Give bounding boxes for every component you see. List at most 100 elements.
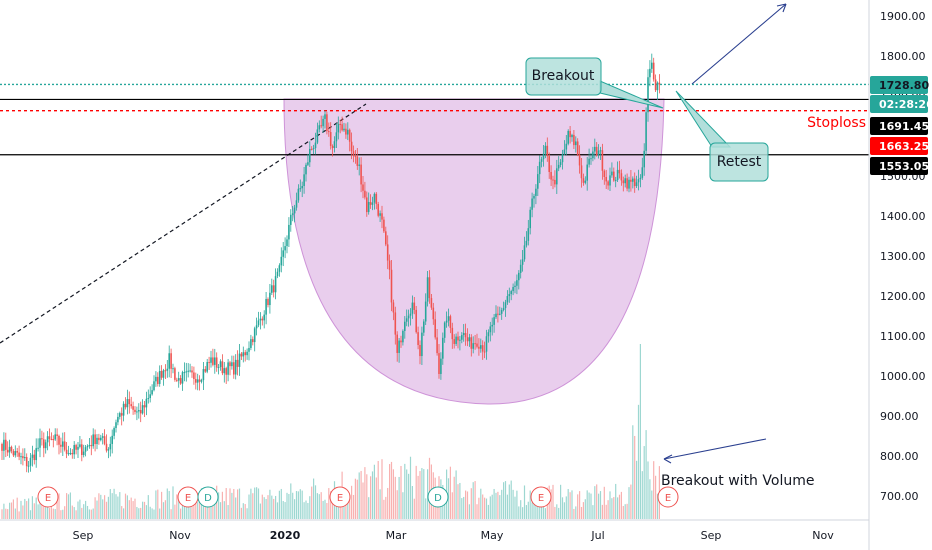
candle-body	[514, 285, 516, 287]
volume-bar	[385, 496, 387, 519]
candle-body	[337, 123, 340, 133]
breakout-callout-text: Breakout	[532, 68, 595, 84]
candle-body	[37, 447, 39, 449]
event-marker-earnings[interactable]: E	[657, 486, 679, 508]
candle-body	[356, 156, 359, 166]
volume-bar	[484, 497, 486, 519]
breakout-callout-box	[525, 57, 602, 96]
candle-body	[561, 154, 564, 163]
candle-body	[329, 132, 332, 146]
candle-body	[320, 125, 322, 127]
volume-bar	[132, 501, 134, 519]
candle-body	[162, 370, 165, 378]
volume-bar	[48, 508, 51, 519]
volume-bar	[579, 491, 581, 519]
volume-bar	[428, 457, 431, 519]
volume-bar	[75, 510, 77, 519]
candle-body	[529, 209, 531, 229]
volume-bar	[115, 494, 117, 519]
candle-body	[149, 394, 151, 399]
candle-body	[214, 357, 216, 365]
volume-bar	[28, 498, 30, 519]
volume-bar	[472, 482, 474, 519]
candle-body	[459, 339, 461, 341]
candle-body	[464, 333, 467, 338]
candle-body	[453, 339, 455, 344]
volume-bar	[582, 502, 584, 519]
volume-bar	[565, 496, 567, 519]
volume-bar	[573, 508, 575, 519]
volume-bar	[98, 493, 100, 519]
candle-body	[362, 184, 364, 191]
candle-body	[115, 422, 117, 429]
candle-body	[618, 169, 621, 174]
volume-bar	[244, 504, 246, 519]
candle-body	[500, 310, 503, 314]
price-tick-label: 1400.00	[880, 210, 926, 223]
volume-bar	[126, 495, 128, 519]
volume-bar	[493, 488, 495, 519]
volume-bar	[402, 492, 404, 519]
volume-bar	[586, 490, 588, 519]
candle-body	[177, 378, 180, 381]
event-marker-dividend[interactable]: D	[197, 486, 219, 508]
candle-body	[588, 158, 590, 165]
event-marker-dividend[interactable]: D	[427, 486, 449, 508]
candle-body	[27, 465, 30, 467]
volume-bar	[7, 509, 9, 519]
volume-bar	[117, 496, 119, 519]
event-marker-earnings[interactable]: E	[329, 486, 351, 508]
candle-body	[326, 114, 328, 132]
candle-body	[269, 292, 271, 306]
price-tick-label: 1100.00	[880, 330, 926, 343]
candle-body	[263, 314, 265, 321]
candle-body	[56, 434, 58, 436]
volume-bar	[143, 501, 146, 519]
volume-bar	[527, 501, 529, 519]
candle-body	[516, 280, 518, 286]
candle-body	[386, 244, 389, 261]
candle-body	[554, 179, 556, 185]
volume-bar	[67, 494, 70, 519]
volume-bar	[330, 491, 332, 519]
candle-body	[407, 315, 410, 319]
candle-body	[483, 351, 486, 353]
retest-callout[interactable]: Retest	[675, 90, 769, 182]
candle-body	[343, 128, 345, 131]
volume-bar	[153, 509, 155, 519]
volume-bar	[147, 495, 149, 519]
candle-body	[265, 298, 267, 315]
candle-body	[305, 164, 307, 175]
event-marker-earnings[interactable]: E	[177, 486, 199, 508]
event-marker-earnings[interactable]: E	[37, 486, 59, 508]
candle-body	[141, 405, 144, 414]
candle-body	[261, 318, 264, 321]
candle-body	[404, 321, 406, 331]
candle-body	[449, 316, 452, 328]
candle-body	[504, 302, 507, 309]
candle-body	[164, 370, 167, 372]
candle-body	[632, 178, 634, 182]
volume-bar	[394, 476, 396, 519]
candle-body	[603, 170, 606, 178]
candle-body	[126, 399, 129, 408]
volume-bar	[295, 491, 298, 519]
candle-body	[573, 134, 575, 146]
candlesticks	[1, 53, 661, 473]
event-marker-earnings[interactable]: E	[530, 486, 552, 508]
candle-body	[227, 362, 229, 375]
candle-body	[107, 449, 110, 451]
volume-bar	[109, 489, 111, 519]
volume-bar	[199, 503, 201, 519]
candle-body	[428, 277, 431, 299]
price-axis[interactable]: 1900.001800.001700.001500.001400.001300.…	[880, 10, 926, 503]
candle-body	[635, 182, 638, 187]
time-axis[interactable]: Sep Nov 2020 Mar May Jul Sep Nov	[73, 529, 835, 542]
candle-body	[155, 376, 157, 382]
breakout-callout[interactable]: Breakout	[525, 57, 664, 109]
volume-bar	[294, 499, 296, 519]
candle-body	[394, 312, 397, 335]
candle-body	[119, 413, 121, 417]
